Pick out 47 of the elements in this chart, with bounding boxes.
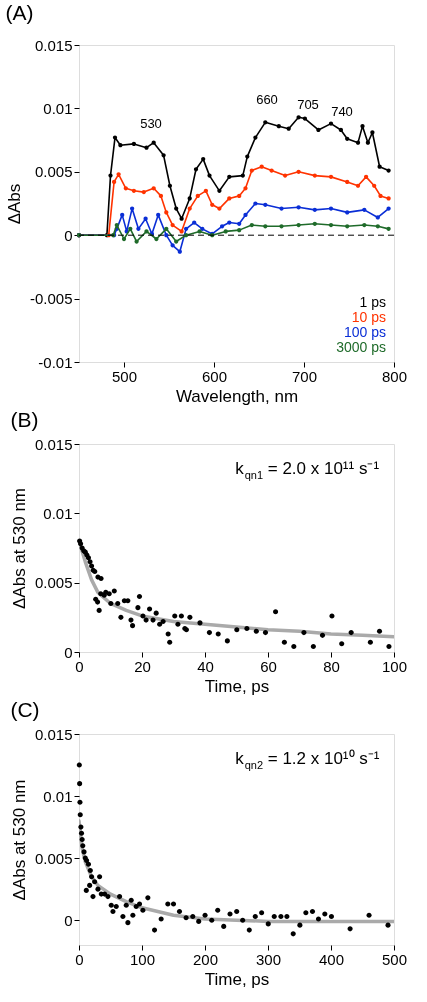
x-tick-label: 500 <box>111 367 138 385</box>
x-tick-label: 80 <box>323 657 340 675</box>
text: 3000 ps <box>336 339 386 355</box>
annotation: 705 <box>297 97 319 112</box>
x-axis-title: Time, ps <box>204 676 270 696</box>
x-axis-title: Wavelength, nm <box>175 386 299 406</box>
x-tick-label: 20 <box>134 657 151 675</box>
text: 10 ps <box>351 309 386 325</box>
y-tick-label: 0.015 <box>34 435 73 453</box>
y-tick-label: 0 <box>64 643 73 661</box>
x-tick-label: 300 <box>255 950 282 968</box>
x-tick-label: 60 <box>260 657 277 675</box>
x-tick-label: 100 <box>129 950 156 968</box>
x-tick-label: 0 <box>75 657 84 675</box>
x-tick-label: 800 <box>381 367 408 385</box>
y-tick-label: 0.005 <box>34 574 73 592</box>
annotation: 740 <box>331 104 353 119</box>
x-tick-label: 100 <box>381 657 408 675</box>
x-tick-label: 400 <box>318 950 345 968</box>
annotation: 660 <box>256 92 278 107</box>
y-tick-label: 0.015 <box>34 36 73 54</box>
chart-title: (A) <box>5 1 34 24</box>
chart-title: (C) <box>10 698 40 721</box>
chart-title: (B) <box>10 408 39 431</box>
y-tick-label: 0.01 <box>43 787 73 805</box>
y-tick-label: 0.005 <box>34 849 73 867</box>
x-axis-title: Time, ps <box>204 969 270 989</box>
y-tick-label: 0.015 <box>34 725 73 743</box>
text: 100 ps <box>343 324 386 340</box>
x-tick-label: 500 <box>381 950 408 968</box>
y-tick-label: -0.005 <box>29 290 73 308</box>
text: 1 ps <box>359 294 386 310</box>
y-tick-label: 0.005 <box>34 163 73 181</box>
y-tick-label: 0 <box>64 226 73 244</box>
y-axis-title: ΔAbs at 530 nm <box>9 779 29 901</box>
x-tick-label: 40 <box>197 657 214 675</box>
x-tick-label: 200 <box>192 950 219 968</box>
y-tick-label: 0.01 <box>43 99 73 117</box>
y-tick-label: 0.01 <box>43 504 73 522</box>
y-tick-label: -0.01 <box>38 353 73 371</box>
x-tick-label: 0 <box>75 950 84 968</box>
y-axis-title: ΔAbs <box>4 183 24 225</box>
annotation: 530 <box>140 116 162 131</box>
y-tick-label: 0 <box>64 911 73 929</box>
x-tick-label: 700 <box>291 367 318 385</box>
y-axis-title: ΔAbs at 530 nm <box>9 488 29 609</box>
x-tick-label: 600 <box>201 367 228 385</box>
